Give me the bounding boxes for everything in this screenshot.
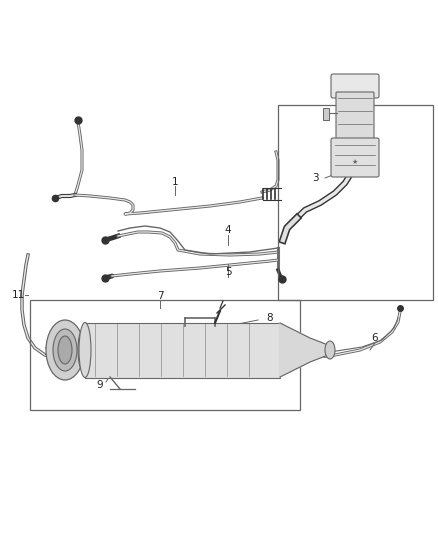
Text: 9: 9 [97, 380, 103, 390]
Ellipse shape [58, 336, 72, 364]
Text: 3: 3 [312, 173, 318, 183]
Text: 10: 10 [43, 347, 57, 357]
FancyBboxPatch shape [331, 138, 379, 177]
FancyBboxPatch shape [336, 92, 374, 139]
Ellipse shape [325, 341, 335, 359]
Text: 5: 5 [225, 267, 231, 277]
Text: 6: 6 [372, 333, 378, 343]
Bar [323, 108, 329, 120]
Text: 7: 7 [157, 291, 163, 301]
Ellipse shape [46, 320, 84, 380]
Bar [30, 300, 300, 410]
Text: 1: 1 [172, 177, 178, 187]
Bar [278, 105, 433, 300]
Text: 11: 11 [11, 290, 25, 300]
Bar [85, 323, 280, 378]
Ellipse shape [79, 322, 91, 377]
Text: 4: 4 [225, 225, 231, 235]
Text: 2: 2 [357, 89, 363, 99]
Ellipse shape [53, 329, 77, 371]
Text: 8: 8 [267, 313, 273, 323]
Polygon shape [280, 323, 328, 377]
Text: ★: ★ [352, 159, 358, 165]
Ellipse shape [78, 331, 86, 369]
FancyBboxPatch shape [331, 74, 379, 98]
